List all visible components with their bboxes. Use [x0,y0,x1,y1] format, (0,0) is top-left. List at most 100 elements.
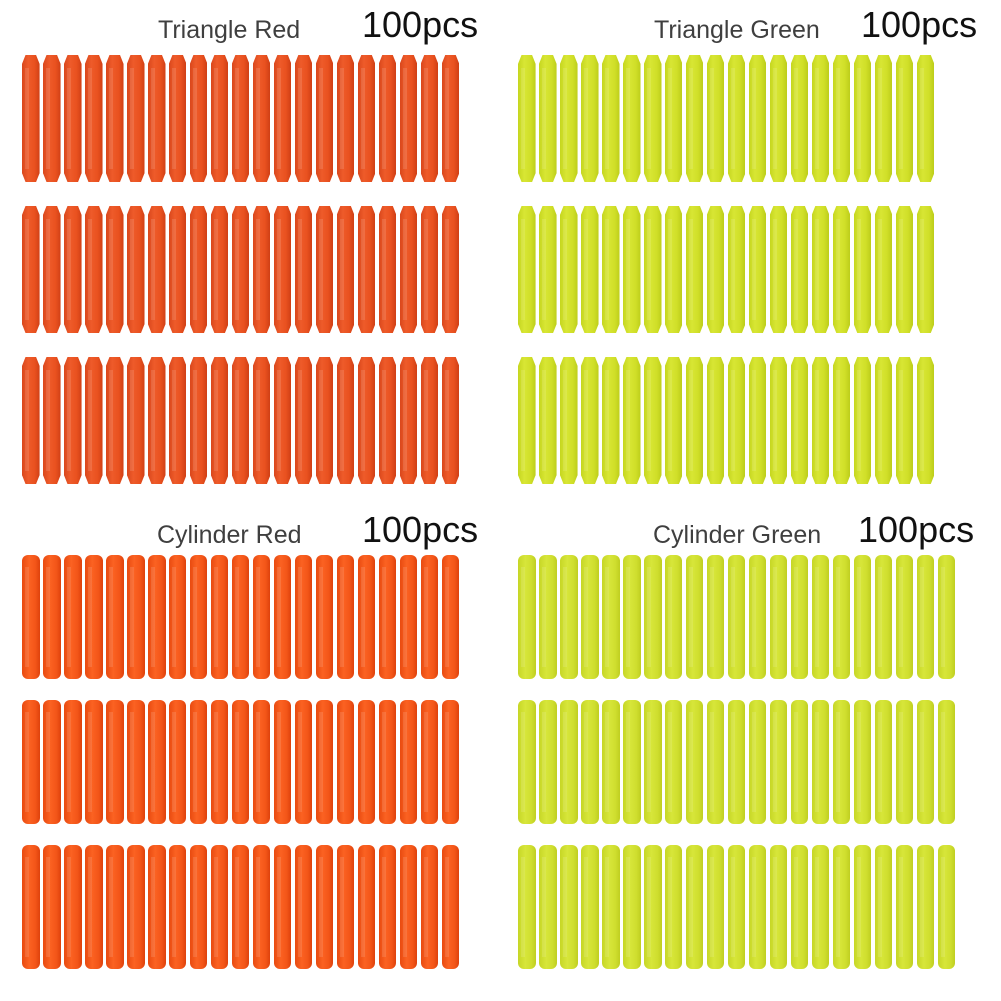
cylinder-dart [189,845,208,969]
cylinder-dart [147,845,166,969]
panel-count: 100pcs [858,509,975,550]
cylinder-dart [601,555,620,679]
triangle-dart [273,206,292,333]
cylinder-dart [399,845,418,969]
triangle-dart [105,206,124,333]
triangle-dart [315,206,334,333]
cylinder-dart [168,700,187,824]
cylinder-dart [42,555,61,679]
cylinder-dart [601,700,620,824]
cylinder-dart [357,845,376,969]
triangle-dart [441,357,460,484]
cylinder-dart [748,700,767,824]
triangle-dart [22,206,40,333]
cylinder-dart [685,700,704,824]
dart-rows [518,55,935,508]
cylinder-dart [231,700,250,824]
triangle-dart [336,357,355,484]
cylinder-dart [42,700,61,824]
cylinder-dart [811,555,830,679]
triangle-dart [727,357,746,484]
triangle-dart [518,206,536,333]
triangle-dart [580,206,599,333]
cylinder-dart [357,700,376,824]
cylinder-dart [664,845,683,969]
cylinder-dart [748,555,767,679]
dart-row [22,845,460,969]
cylinder-dart [811,700,830,824]
triangle-dart [874,55,893,182]
cylinder-dart [811,845,830,969]
triangle-dart [706,55,725,182]
cylinder-dart [832,700,851,824]
triangle-dart [538,206,557,333]
cylinder-dart [42,845,61,969]
triangle-dart [42,206,61,333]
cylinder-dart [22,845,40,969]
triangle-dart [22,357,40,484]
panel-count: 100pcs [861,4,978,45]
cylinder-dart [601,845,620,969]
cylinder-dart [315,845,334,969]
triangle-dart [580,55,599,182]
triangle-dart [622,55,641,182]
cylinder-dart [937,555,956,679]
triangle-dart [231,357,250,484]
triangle-dart [601,55,620,182]
triangle-dart [189,206,208,333]
cylinder-dart [538,555,557,679]
cylinder-dart [168,845,187,969]
triangle-dart [84,357,103,484]
triangle-dart [727,55,746,182]
dart-row [518,206,935,333]
cylinder-dart [790,700,809,824]
triangle-dart [210,55,229,182]
triangle-dart [643,55,662,182]
dart-rows [22,555,460,990]
triangle-dart [252,357,271,484]
cylinder-dart [727,845,746,969]
cylinder-dart [252,845,271,969]
triangle-dart [441,55,460,182]
triangle-dart [853,206,872,333]
cylinder-dart [706,700,725,824]
cylinder-dart [559,700,578,824]
triangle-dart [378,357,397,484]
triangle-dart [357,55,376,182]
triangle-dart [189,357,208,484]
triangle-dart [769,357,788,484]
triangle-dart [706,206,725,333]
cylinder-dart [84,700,103,824]
triangle-dart [378,55,397,182]
cylinder-dart [126,700,145,824]
dart-row [518,357,935,484]
cylinder-dart [643,700,662,824]
triangle-dart [84,206,103,333]
triangle-dart [664,357,683,484]
triangle-dart [559,357,578,484]
cylinder-dart [769,700,788,824]
cylinder-dart [210,700,229,824]
triangle-dart [336,55,355,182]
cylinder-dart [420,555,439,679]
triangle-dart [63,206,82,333]
cylinder-dart [748,845,767,969]
dart-row [22,700,460,824]
cylinder-dart [22,700,40,824]
triangle-dart [811,206,830,333]
triangle-dart [727,206,746,333]
panel-count: 100pcs [362,4,479,45]
cylinder-dart [790,845,809,969]
cylinder-dart [252,555,271,679]
triangle-dart [420,206,439,333]
triangle-dart [664,206,683,333]
cylinder-dart [685,845,704,969]
triangle-dart [811,55,830,182]
cylinder-dart [63,555,82,679]
triangle-dart [294,357,313,484]
cylinder-dart [210,845,229,969]
cylinder-dart [105,700,124,824]
dart-row [518,700,956,824]
cylinder-dart [420,700,439,824]
cylinder-dart [168,555,187,679]
